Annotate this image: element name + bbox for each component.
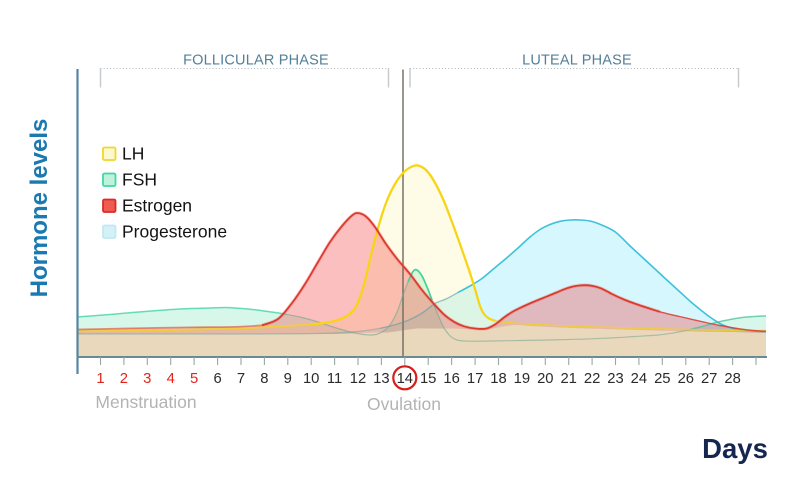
svg-text:Hormone levels: Hormone levels [26,119,53,298]
svg-text:Ovulation: Ovulation [367,394,441,414]
svg-text:26: 26 [678,371,694,387]
svg-text:22: 22 [584,371,600,387]
svg-text:3: 3 [143,371,151,387]
svg-text:25: 25 [654,371,670,387]
svg-text:19: 19 [514,371,530,387]
svg-text:11: 11 [327,371,342,387]
svg-text:18: 18 [490,371,506,387]
svg-text:Days: Days [702,433,768,464]
svg-text:21: 21 [560,371,576,387]
svg-text:16: 16 [443,371,459,387]
svg-text:20: 20 [537,371,553,387]
svg-text:23: 23 [607,371,623,387]
svg-text:6: 6 [213,371,221,387]
svg-text:10: 10 [303,371,319,387]
svg-text:27: 27 [701,371,717,387]
svg-text:28: 28 [724,371,740,387]
svg-text:24: 24 [631,371,647,387]
svg-text:LH: LH [122,144,144,164]
svg-text:7: 7 [237,371,245,387]
svg-text:12: 12 [350,371,366,387]
svg-text:14: 14 [397,371,413,387]
svg-text:15: 15 [420,371,436,387]
svg-text:2: 2 [120,371,128,387]
svg-text:Menstruation: Menstruation [95,392,196,412]
svg-text:8: 8 [260,371,268,387]
svg-text:Progesterone: Progesterone [122,222,227,242]
svg-text:1: 1 [96,371,104,387]
svg-text:17: 17 [467,371,483,387]
svg-text:9: 9 [284,371,292,387]
svg-text:13: 13 [373,371,389,387]
svg-text:4: 4 [167,371,175,387]
svg-text:Estrogen: Estrogen [122,196,192,216]
svg-text:FOLLICULAR PHASE: FOLLICULAR PHASE [183,53,329,69]
svg-text:FSH: FSH [122,170,157,190]
svg-text:5: 5 [190,371,198,387]
svg-text:LUTEAL PHASE: LUTEAL PHASE [522,53,632,69]
